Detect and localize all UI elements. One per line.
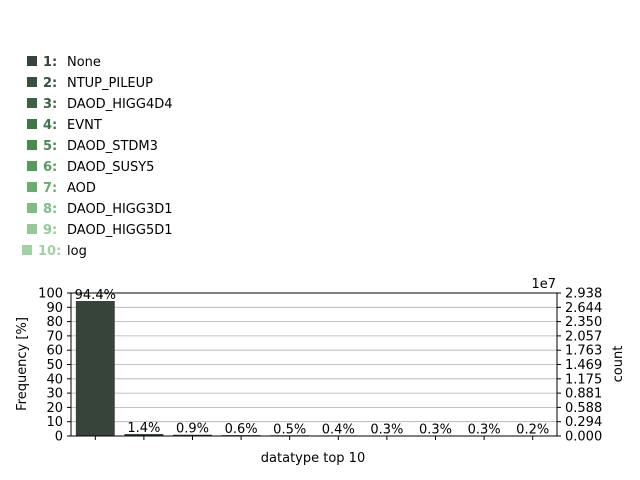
right-y-tick-label: 1.175 — [565, 372, 602, 387]
legend-swatch — [27, 77, 37, 87]
y-axis-label: Frequency [%] — [15, 317, 30, 411]
legend-label: DAOD_SUSY5 — [67, 160, 154, 175]
right-y-tick-label: 0.294 — [565, 415, 602, 430]
legend-swatch — [27, 56, 37, 66]
right-y-tick-label: 2.350 — [565, 315, 602, 330]
legend-label: NTUP_PILEUP — [67, 76, 153, 91]
bar-value-label: 0.4% — [322, 422, 355, 437]
legend-label: DAOD_HIGG5D1 — [67, 223, 173, 238]
legend-number: 9: — [43, 223, 57, 238]
bar-value-label: 0.2% — [516, 423, 549, 438]
bar-value-label: 0.3% — [419, 423, 452, 438]
legend-number: 6: — [43, 160, 57, 175]
bar-value-label: 0.3% — [370, 423, 403, 438]
bar-value-label: 0.9% — [176, 422, 209, 437]
right-y-tick-label: 2.938 — [565, 287, 602, 302]
legend-swatch — [22, 245, 32, 255]
x-axis-ticks — [94, 436, 534, 440]
bar-value-label: 0.6% — [225, 422, 258, 437]
legend-swatch — [27, 140, 37, 150]
bar-value-label: 94.4% — [75, 288, 116, 303]
right-y-tick-label: 1.469 — [565, 358, 602, 373]
legend-label: log — [67, 244, 87, 259]
legend-label: DAOD_HIGG4D4 — [67, 97, 173, 112]
bar — [124, 433, 164, 436]
y-tick-label: 40 — [46, 372, 63, 387]
bar-value-label: 0.3% — [468, 423, 501, 438]
legend-number: 2: — [43, 76, 57, 91]
legend-number: 4: — [43, 118, 57, 133]
legend-number: 8: — [43, 202, 57, 217]
legend-swatch — [27, 98, 37, 108]
legend-label: AOD — [67, 181, 96, 196]
y-tick-label: 80 — [46, 315, 63, 330]
right-y-tick-label: 1.763 — [565, 344, 602, 359]
right-y-tick-label: 0.881 — [565, 387, 602, 402]
legend-label: EVNT — [67, 118, 102, 133]
bar — [173, 434, 212, 436]
grid-lines — [71, 306, 557, 423]
legend-number: 7: — [43, 181, 57, 196]
right-y-axis: 0.0000.2940.5880.8811.1751.4691.7632.057… — [557, 287, 602, 445]
legend-swatch — [27, 161, 37, 171]
right-y-axis-label: count — [611, 346, 626, 383]
y-tick-label: 100 — [38, 287, 63, 302]
y-tick-label: 10 — [46, 415, 63, 430]
legend-label: None — [67, 55, 101, 70]
legend-number: 10: — [38, 244, 61, 259]
y-tick-label: 30 — [46, 387, 63, 402]
x-axis-label: datatype top 10 — [261, 451, 365, 466]
legend-swatch — [27, 224, 37, 234]
y-tick-label: 90 — [46, 301, 63, 316]
legend-swatch — [27, 182, 37, 192]
legend-label: DAOD_HIGG3D1 — [67, 202, 173, 217]
right-y-tick-label: 0.000 — [565, 430, 602, 445]
y-tick-label: 50 — [46, 358, 63, 373]
legend-swatch — [27, 119, 37, 129]
right-axis-multiplier: 1e7 — [531, 277, 556, 292]
y-tick-label: 70 — [46, 329, 63, 344]
legend-swatch — [27, 203, 37, 213]
y-tick-label: 0 — [55, 430, 63, 445]
legend-label: DAOD_STDM3 — [67, 139, 158, 154]
legend: 1: None 2: NTUP_PILEUP 3: DAOD_HIGG4D4 4: EVNT 5… — [22, 55, 173, 259]
bar — [75, 301, 115, 436]
legend-number: 3: — [43, 97, 57, 112]
legend-number: 1: — [43, 55, 57, 70]
y-tick-label: 60 — [46, 344, 63, 359]
bar-value-label: 0.5% — [273, 422, 306, 437]
y-tick-label: 20 — [46, 401, 63, 416]
right-y-tick-label: 0.588 — [565, 401, 602, 416]
right-y-tick-label: 2.644 — [565, 301, 602, 316]
value-labels: 94.4% 1.4% 0.9% 0.6% 0.5% 0.4% 0.3% 0.3% 0.3% 0.2… — [75, 288, 550, 438]
legend-number: 5: — [43, 139, 57, 154]
bar-value-label: 1.4% — [127, 421, 160, 436]
right-y-tick-label: 2.057 — [565, 329, 602, 344]
